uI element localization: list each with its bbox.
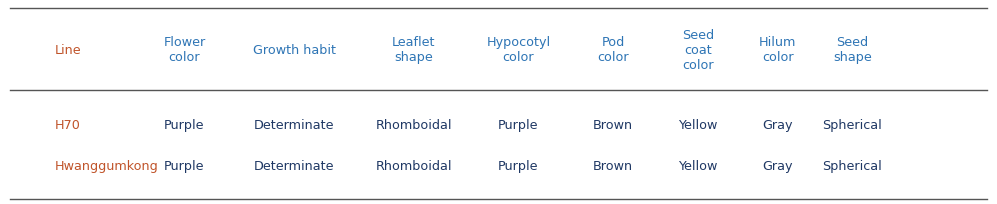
Text: H70: H70	[55, 118, 81, 131]
Text: Growth habit: Growth habit	[252, 43, 336, 57]
Text: Determinate: Determinate	[254, 159, 334, 172]
Text: Rhomboidal: Rhomboidal	[376, 159, 452, 172]
Text: Purple: Purple	[498, 159, 538, 172]
Text: Purple: Purple	[498, 118, 538, 131]
Text: Leaflet
shape: Leaflet shape	[392, 36, 436, 64]
Text: Rhomboidal: Rhomboidal	[376, 118, 452, 131]
Text: Pod
color: Pod color	[597, 36, 629, 64]
Text: Yellow: Yellow	[678, 118, 718, 131]
Text: Hypocotyl
color: Hypocotyl color	[487, 36, 550, 64]
Text: Hilum
color: Hilum color	[759, 36, 797, 64]
Text: Line: Line	[55, 43, 82, 57]
Text: Spherical: Spherical	[823, 118, 882, 131]
Text: Hwanggumkong: Hwanggumkong	[55, 159, 159, 172]
Text: Seed
shape: Seed shape	[833, 36, 871, 64]
Text: Brown: Brown	[593, 118, 633, 131]
Text: Seed
coat
color: Seed coat color	[682, 29, 714, 71]
Text: Yellow: Yellow	[678, 159, 718, 172]
Text: Purple: Purple	[165, 159, 204, 172]
Text: Gray: Gray	[763, 118, 793, 131]
Text: Spherical: Spherical	[823, 159, 882, 172]
Text: Determinate: Determinate	[254, 118, 334, 131]
Text: Gray: Gray	[763, 159, 793, 172]
Text: Brown: Brown	[593, 159, 633, 172]
Text: Flower
color: Flower color	[164, 36, 205, 64]
Text: Purple: Purple	[165, 118, 204, 131]
